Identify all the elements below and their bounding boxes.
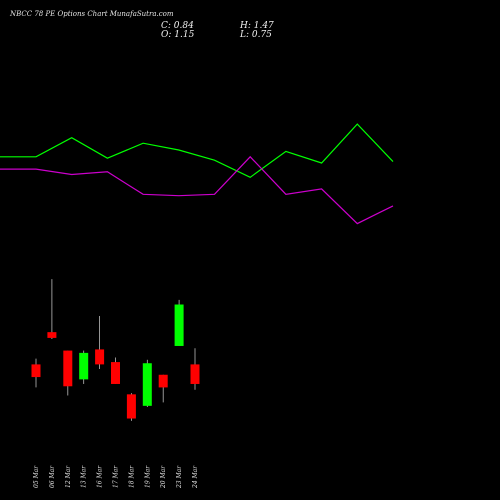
x-tick-label: 05 Mar bbox=[33, 465, 40, 488]
chart-title: NBCC 78 PE Options Chart MunafaSutra.com bbox=[10, 10, 174, 18]
candle-body bbox=[47, 332, 57, 338]
candle-body bbox=[79, 352, 89, 380]
x-tick-label: 16 Mar bbox=[97, 465, 104, 488]
candle-body bbox=[126, 394, 136, 419]
x-tick-label: 19 Mar bbox=[144, 465, 151, 488]
x-tick-label: 18 Mar bbox=[128, 465, 135, 488]
x-tick-label: 12 Mar bbox=[65, 465, 72, 488]
series-line-1 bbox=[0, 123, 394, 178]
open-value: O: 1.15 bbox=[161, 30, 195, 40]
series-line-2 bbox=[0, 155, 394, 225]
low-value: L: 0.75 bbox=[240, 30, 272, 40]
x-tick-label: 20 Mar bbox=[160, 465, 167, 489]
x-tick-label: 13 Mar bbox=[81, 465, 88, 488]
high-value: H: 1.47 bbox=[240, 21, 274, 31]
x-tick-label: 23 Mar bbox=[176, 465, 183, 489]
candle-body bbox=[174, 304, 184, 346]
x-tick-label: 06 Mar bbox=[49, 465, 56, 488]
x-tick-label: 24 Mar bbox=[192, 465, 199, 489]
candle-body bbox=[63, 350, 73, 387]
candle-body bbox=[190, 364, 200, 384]
candle-body bbox=[158, 374, 168, 388]
x-tick-label: 17 Mar bbox=[113, 465, 120, 488]
candle-body bbox=[31, 364, 41, 378]
candle-body bbox=[142, 363, 152, 406]
candle-body bbox=[111, 362, 120, 384]
candle-body bbox=[95, 349, 105, 365]
close-value: C: 0.84 bbox=[161, 21, 194, 31]
